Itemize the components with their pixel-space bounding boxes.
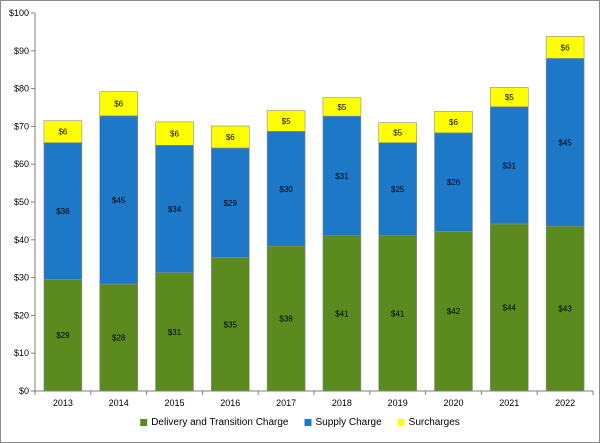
legend-swatch <box>397 419 405 426</box>
data-label: $38 <box>279 315 293 324</box>
data-label: $43 <box>558 305 572 314</box>
x-tick-label: 2014 <box>109 398 129 408</box>
legend-item: Surcharges <box>397 417 460 428</box>
x-tick-label: 2013 <box>53 398 73 408</box>
bar-segment <box>211 147 250 258</box>
legend-swatch <box>304 419 312 426</box>
bar-segment <box>266 110 306 132</box>
data-label: $5 <box>337 103 346 112</box>
data-label: $31 <box>335 172 349 181</box>
bar-segment <box>211 125 250 149</box>
legend: Delivery and Transition Charge Supply Cha… <box>140 417 460 428</box>
x-tick-label: 2019 <box>388 398 408 408</box>
data-label: $26 <box>447 178 461 187</box>
data-label: $25 <box>391 185 405 194</box>
bar-segment <box>378 235 417 392</box>
y-tick-label: $100 <box>9 8 29 18</box>
bar-segment <box>266 245 306 392</box>
bar-segment <box>490 223 529 392</box>
data-label: $29 <box>224 199 238 208</box>
data-label: $42 <box>447 307 461 316</box>
data-label: $6 <box>114 100 123 109</box>
data-label: $6 <box>170 130 179 139</box>
y-tick-label: $0 <box>19 386 29 396</box>
legend-label: Delivery and Transition Charge <box>151 417 289 428</box>
x-tick-label: 2016 <box>220 398 240 408</box>
bar-segment <box>378 142 417 236</box>
y-tick-label: $20 <box>14 310 29 320</box>
bar-segment <box>378 122 417 143</box>
bar-segment <box>322 97 362 117</box>
bar-segment <box>322 115 362 236</box>
data-label: $6 <box>449 118 458 127</box>
bar-segment <box>490 87 529 108</box>
data-label: $41 <box>335 309 349 318</box>
y-tick-label: $70 <box>14 121 29 131</box>
bar-segment <box>434 132 473 232</box>
data-label: $6 <box>226 133 235 142</box>
y-tick-label: $50 <box>14 197 29 207</box>
bar-segment <box>99 91 138 117</box>
data-label: $5 <box>393 129 402 138</box>
data-label: $6 <box>561 43 570 52</box>
y-tick-label: $60 <box>14 159 29 169</box>
bar-segment <box>545 36 585 59</box>
x-axis: 2013 2014 2015 2016 2017 2018 2019 2020 2021 2022 <box>34 390 594 408</box>
data-label: $41 <box>391 309 405 318</box>
data-label: $6 <box>58 128 67 137</box>
x-tick-label: 2015 <box>164 398 184 408</box>
legend-item: Delivery and Transition Charge <box>140 417 289 428</box>
legend-item: Supply Charge <box>304 417 383 428</box>
bar-segment <box>43 120 83 143</box>
x-tick-label: 2018 <box>332 398 352 408</box>
y-tick-label: $10 <box>14 348 29 358</box>
bar-segment <box>545 58 585 227</box>
data-label: $36 <box>56 207 70 216</box>
data-label: $28 <box>112 334 126 343</box>
data-label: $31 <box>503 161 517 170</box>
legend-label: Supply Charge <box>316 417 383 428</box>
bar-segment <box>434 231 473 392</box>
data-label: $5 <box>282 117 291 126</box>
bar-segment <box>490 106 529 225</box>
data-label: $35 <box>224 320 238 329</box>
x-tick-label: 2017 <box>276 398 296 408</box>
x-tick-label: 2022 <box>555 398 575 408</box>
legend-swatch <box>140 419 148 426</box>
plot-area: $29 $36 $6 $28 $45 $6 $31 $34 $6 $35 $29 $6 $38 $30 $5… <box>43 36 585 392</box>
data-label: $30 <box>279 185 293 194</box>
y-tick-label: $40 <box>14 235 29 245</box>
x-tick-label: 2021 <box>499 398 519 408</box>
data-label: $34 <box>168 205 182 214</box>
y-tick-label: $30 <box>14 273 29 283</box>
bar-segment <box>211 257 250 392</box>
data-label: $5 <box>505 93 514 102</box>
bar-segment <box>322 235 362 392</box>
bar-segment <box>99 283 138 392</box>
bar-segment <box>43 279 83 392</box>
data-label: $29 <box>56 331 70 340</box>
bar-segment <box>43 142 83 280</box>
bar-segment <box>99 115 138 285</box>
legend-label: Surcharges <box>409 417 460 428</box>
data-label: $31 <box>168 328 182 337</box>
x-tick-label: 2020 <box>443 398 463 408</box>
bar-segment <box>155 121 194 146</box>
bar-segment <box>545 225 585 392</box>
bar-segment <box>434 110 473 134</box>
y-axis: $0 $10 $20 $30 $40 $50 $60 $70 $80 $90 $100 <box>9 8 36 396</box>
data-label: $45 <box>558 138 572 147</box>
bar-segment <box>155 145 194 273</box>
y-tick-label: $80 <box>14 84 29 94</box>
data-label: $45 <box>112 196 126 205</box>
y-tick-label: $90 <box>14 46 29 56</box>
data-label: $44 <box>503 303 517 312</box>
